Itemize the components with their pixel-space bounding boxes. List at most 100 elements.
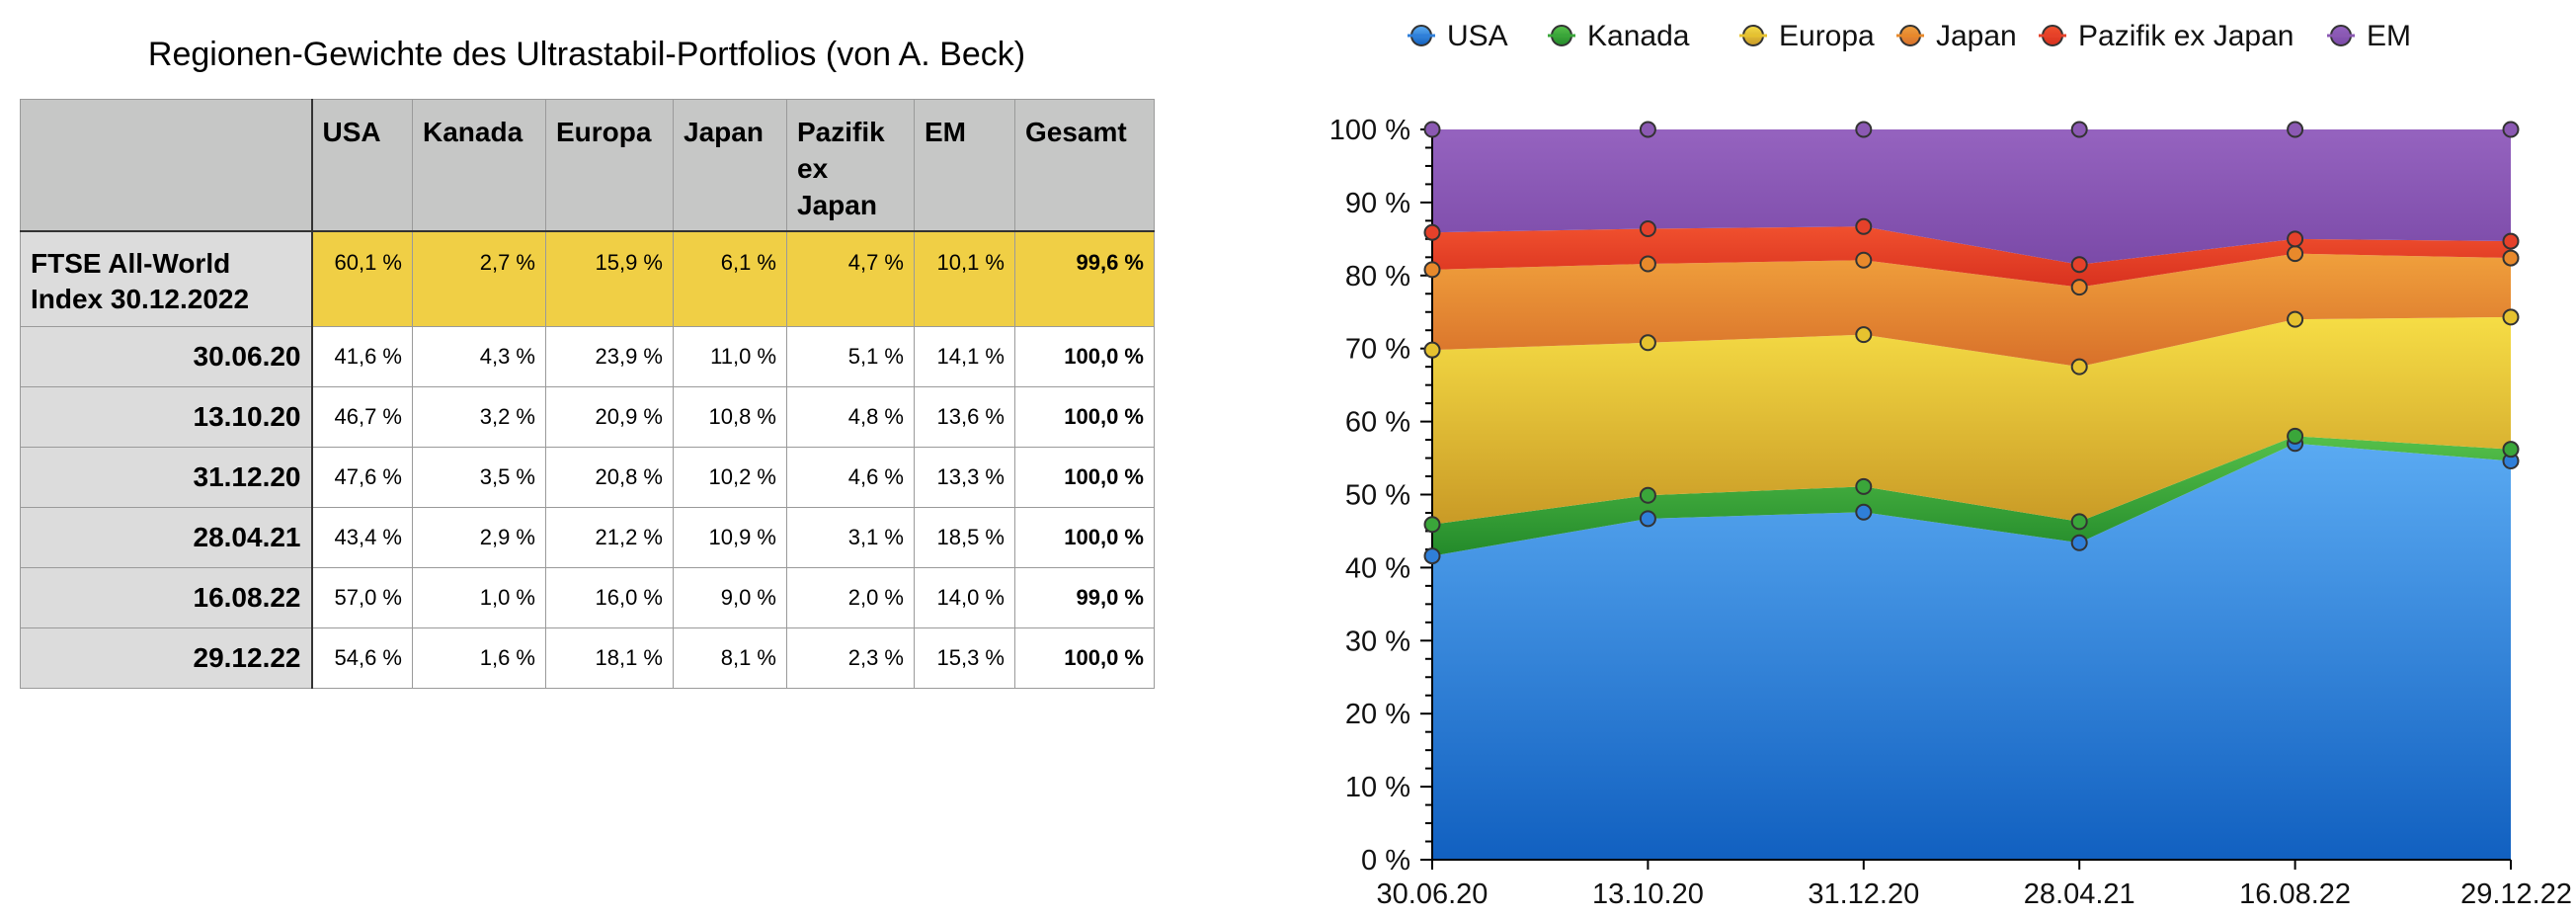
- area-em: [1432, 129, 2511, 265]
- x-tick-label: 16.08.22: [2239, 878, 2351, 910]
- table-cell-total: 100,0 %: [1014, 627, 1155, 689]
- table-cell-total: 100,0 %: [1014, 507, 1155, 568]
- legend-item: Europa: [1739, 20, 1875, 52]
- table-cell: 4,6 %: [786, 447, 915, 508]
- point-japan: [1855, 251, 1873, 269]
- table-row: 13.10.20 46,7 % 3,2 % 20,9 % 10,8 % 4,8 % 13,6…: [20, 386, 1155, 448]
- y-tick-label: 40 %: [1345, 552, 1410, 584]
- point-japan: [1423, 261, 1441, 279]
- table-cell-total: 99,0 %: [1014, 567, 1155, 628]
- table-row: 29.12.22 54,6 % 1,6 % 18,1 % 8,1 % 2,3 % 15,3 …: [20, 627, 1155, 689]
- point-pazifik-ex-japan: [2502, 232, 2520, 250]
- table-cell: 4,8 %: [786, 386, 915, 448]
- point-kanada: [1423, 516, 1441, 534]
- table-row: 28.04.21 43,4 % 2,9 % 21,2 % 10,9 % 3,1 % 18,5…: [20, 507, 1155, 568]
- table-cell: 2,0 %: [786, 567, 915, 628]
- table-cell: 13,6 %: [914, 386, 1015, 448]
- table-cell: 10,2 %: [673, 447, 787, 508]
- legend-label: Europa: [1779, 20, 1875, 52]
- area-usa: [1432, 443, 2511, 860]
- table-cell: 3,5 %: [412, 447, 546, 508]
- point-japan: [2070, 279, 2088, 296]
- y-tick-label: 100 %: [1329, 115, 1410, 146]
- table-cell: 1,0 %: [412, 567, 546, 628]
- legend-label: Japan: [1936, 20, 2017, 52]
- point-europa: [2070, 358, 2088, 376]
- column-header: Japan: [673, 99, 787, 232]
- y-tick-label: 50 %: [1345, 480, 1410, 512]
- table-cell: 10,9 %: [673, 507, 787, 568]
- point-em: [1423, 121, 1441, 138]
- table-cell: 18,5 %: [914, 507, 1015, 568]
- table-cell: 15,9 %: [545, 230, 674, 327]
- point-pazifik-ex-japan: [1855, 217, 1873, 235]
- legend-label: Kanada: [1587, 20, 1690, 52]
- x-tick-label: 28.04.21: [2024, 878, 2135, 910]
- table-cell: 8,1 %: [673, 627, 787, 689]
- table-cell: 5,1 %: [786, 326, 915, 387]
- point-kanada: [2070, 513, 2088, 531]
- x-tick-label: 30.06.20: [1377, 878, 1489, 910]
- row-date: 28.04.21: [20, 507, 313, 568]
- table-cell: 4,7 %: [786, 230, 915, 327]
- y-tick-label: 90 %: [1345, 188, 1410, 219]
- table-cell: 2,9 %: [412, 507, 546, 568]
- point-em: [1639, 121, 1656, 138]
- point-usa: [1639, 510, 1656, 528]
- point-usa: [1423, 547, 1441, 565]
- column-header: USA: [311, 99, 413, 232]
- row-date: 16.08.22: [20, 567, 313, 628]
- table-cell: 6,1 %: [673, 230, 787, 327]
- y-tick-label: 10 %: [1345, 772, 1410, 803]
- y-tick-label: 80 %: [1345, 261, 1410, 292]
- table-cell: 2,7 %: [412, 230, 546, 327]
- table-cell: 60,1 %: [311, 230, 413, 327]
- table-cell: 15,3 %: [914, 627, 1015, 689]
- legend-label: EM: [2367, 20, 2411, 52]
- table-cell: 47,6 %: [311, 447, 413, 508]
- column-header: Kanada: [412, 99, 546, 232]
- legend-item: Japan: [1896, 20, 2017, 52]
- area-pazifik-ex-japan: [1432, 226, 2511, 288]
- table-cell: 10,1 %: [914, 230, 1015, 327]
- table-cell: 20,8 %: [545, 447, 674, 508]
- point-kanada: [2287, 427, 2304, 445]
- point-kanada: [1855, 477, 1873, 495]
- table-cell: 1,6 %: [412, 627, 546, 689]
- chart-points: [1423, 121, 2520, 565]
- point-europa: [2287, 310, 2304, 328]
- area-kanada: [1432, 436, 2511, 556]
- table-cell: 4,3 %: [412, 326, 546, 387]
- table-title: Regionen-Gewichte des Ultrastabil-Portfo…: [147, 36, 1026, 73]
- point-japan: [2287, 245, 2304, 263]
- table-cell: 23,9 %: [545, 326, 674, 387]
- table-cell: 9,0 %: [673, 567, 787, 628]
- legend-item: Pazifik ex Japan: [2039, 20, 2294, 52]
- point-europa: [1855, 326, 1873, 344]
- y-tick-label: 70 %: [1345, 334, 1410, 366]
- table-cell: 20,9 %: [545, 386, 674, 448]
- point-em: [1855, 121, 1873, 138]
- point-japan: [2502, 249, 2520, 267]
- table-cell: 13,3 %: [914, 447, 1015, 508]
- column-header: Pazifik ex Japan: [786, 99, 915, 232]
- point-usa: [2070, 534, 2088, 551]
- point-em: [2287, 121, 2304, 138]
- y-tick-label: 60 %: [1345, 407, 1410, 439]
- point-europa: [1639, 334, 1656, 352]
- point-japan: [1639, 255, 1656, 273]
- ftse-label-line1: FTSE All-World: [31, 247, 231, 279]
- legend-item: Kanada: [1548, 20, 1690, 52]
- table-corner-cell: [20, 99, 313, 232]
- table-row: 16.08.22 57,0 % 1,0 % 16,0 % 9,0 % 2,0 % 14,0 …: [20, 567, 1155, 628]
- row-date: 31.12.20: [20, 447, 313, 508]
- point-usa: [1855, 503, 1873, 521]
- ftse-benchmark-row: FTSE All-World Index 30.12.2022 60,1 % 2…: [20, 230, 1155, 327]
- table-row: 30.06.20 41,6 % 4,3 % 23,9 % 11,0 % 5,1 % 14,1…: [20, 326, 1155, 387]
- column-header: Gesamt: [1014, 99, 1155, 232]
- table-header-row: USA Kanada Europa Japan Pazifik ex Japan…: [20, 99, 1155, 232]
- y-tick-label: 20 %: [1345, 699, 1410, 730]
- table-cell: 14,1 %: [914, 326, 1015, 387]
- point-pazifik-ex-japan: [1639, 220, 1656, 238]
- point-em: [2502, 121, 2520, 138]
